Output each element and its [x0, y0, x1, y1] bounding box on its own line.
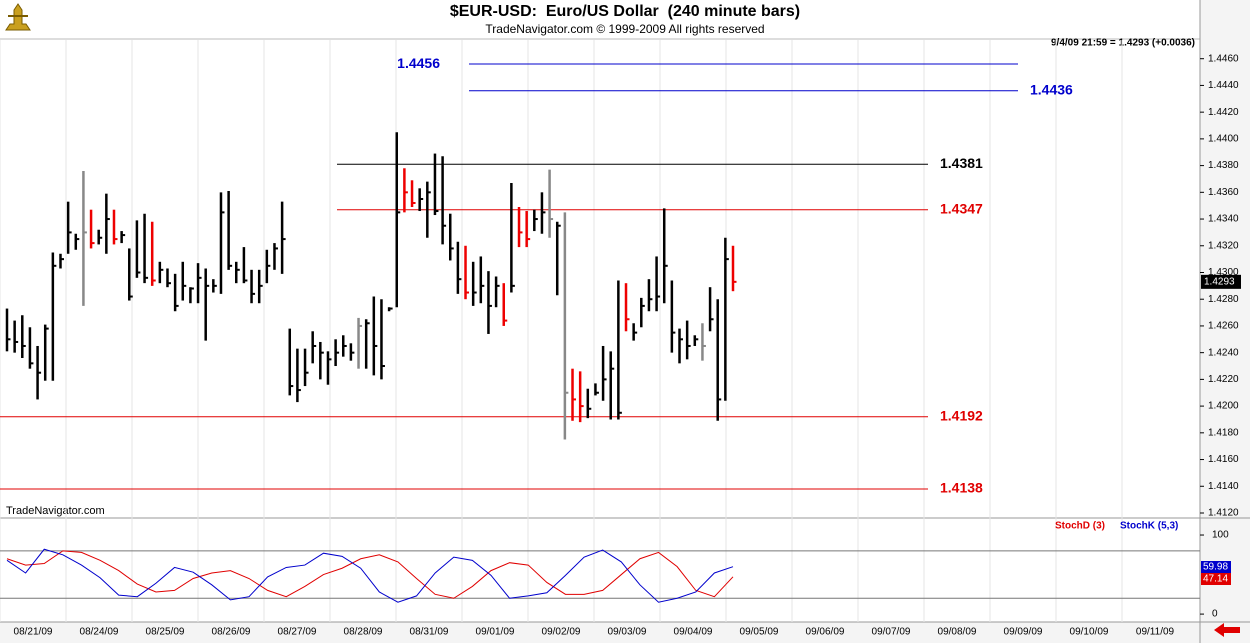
y-tick-label: 1.4320: [1208, 240, 1239, 251]
scroll-arrow[interactable]: [1214, 623, 1240, 637]
x-tick-label: 09/09/09: [1004, 627, 1043, 638]
y-tick-label: 1.4460: [1208, 53, 1239, 64]
y-tick-label: 1.4300: [1208, 267, 1239, 278]
x-tick-label: 08/21/09: [14, 627, 53, 638]
last-price-label: 1.4293: [1204, 276, 1235, 287]
level-label: 1.4138: [940, 480, 983, 496]
x-tick-label: 08/31/09: [410, 627, 449, 638]
x-tick-label: 08/25/09: [146, 627, 185, 638]
y-tick-label: 1.4140: [1208, 481, 1239, 492]
y-tick-label: 1.4160: [1208, 454, 1239, 465]
level-label: 1.4192: [940, 407, 983, 423]
legend-entry: StochK (5,3): [1120, 521, 1178, 532]
y-tick-label: 1.4120: [1208, 508, 1239, 519]
legend-entry: StochD (3): [1055, 521, 1105, 532]
last-price-box: [1201, 274, 1241, 289]
last-value-box: [1201, 573, 1231, 585]
x-tick-label: 09/06/09: [806, 627, 845, 638]
x-tick-label: 09/04/09: [674, 627, 713, 638]
stoch-line: [6, 548, 734, 603]
y-tick-label: 1.4280: [1208, 294, 1239, 305]
y-tick-label: 1.4420: [1208, 107, 1239, 118]
x-tick-label: 09/05/09: [740, 627, 779, 638]
x-tick-label: 08/28/09: [344, 627, 383, 638]
y-tick-label: 1.4400: [1208, 134, 1239, 145]
chart-subtitle: TradeNavigator.com © 1999-2009 All right…: [485, 22, 764, 36]
x-tick-label: 09/10/09: [1070, 627, 1109, 638]
level-label: 1.4456: [397, 55, 440, 71]
last-value-box: [1201, 561, 1231, 573]
last-value-label: 59.98: [1203, 562, 1228, 573]
y-tick-label: 1.4240: [1208, 347, 1239, 358]
y-tick-label: 1.4340: [1208, 214, 1239, 225]
level-label: 1.4347: [940, 200, 983, 216]
x-tick-label: 09/03/09: [608, 627, 647, 638]
y-tick-label: 1.4380: [1208, 160, 1239, 171]
x-tick-label: 09/01/09: [476, 627, 515, 638]
x-tick-label: 09/08/09: [938, 627, 977, 638]
logo: [5, 3, 31, 31]
axis-background: [1200, 0, 1250, 643]
watermark: TradeNavigator.com: [6, 505, 105, 517]
last-value-label: 47.14: [1203, 574, 1228, 585]
y-tick-label: 1.4200: [1208, 401, 1239, 412]
x-tick-label: 09/11/09: [1136, 627, 1175, 638]
level-label: 1.4436: [1030, 81, 1073, 97]
y-tick-label: 1.4180: [1208, 427, 1239, 438]
header-quote: 9/4/09 21:59 = 1.4293 (+0.0036): [1051, 38, 1195, 49]
chart-title: $EUR-USD: Euro/US Dollar (240 minute bar…: [450, 3, 800, 20]
x-tick-label: 08/26/09: [212, 627, 251, 638]
x-tick-label: 08/24/09: [80, 627, 119, 638]
x-tick-label: 08/27/09: [278, 627, 317, 638]
y-tick-label: 1.4440: [1208, 80, 1239, 91]
x-tick-label: 09/07/09: [872, 627, 911, 638]
stoch-line: [6, 550, 734, 599]
level-label: 1.4381: [940, 155, 983, 171]
date-axis-background: [0, 622, 1250, 643]
y-tick-label: 0: [1212, 609, 1218, 620]
y-tick-label: 1.4220: [1208, 374, 1239, 385]
x-tick-label: 09/02/09: [542, 627, 581, 638]
y-tick-label: 1.4360: [1208, 187, 1239, 198]
y-tick-label: 100: [1212, 530, 1229, 541]
y-tick-label: 1.4260: [1208, 321, 1239, 332]
